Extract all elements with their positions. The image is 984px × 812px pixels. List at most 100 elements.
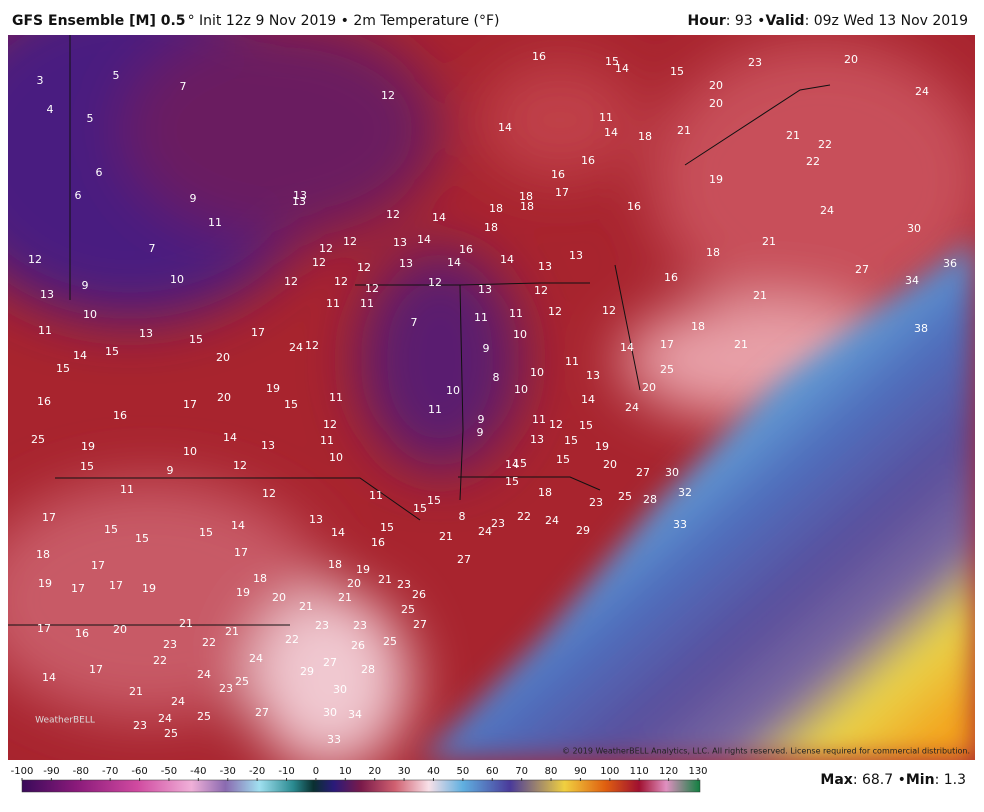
temperature-label: 24 (158, 712, 172, 725)
temperature-label: 14 (432, 211, 446, 224)
temperature-label: 15 (189, 333, 203, 346)
temperature-label: 18 (706, 246, 720, 259)
temperature-label: 25 (164, 727, 178, 740)
temperature-label: 9 (82, 279, 89, 292)
temperature-label: 24 (171, 695, 185, 708)
temperature-label: 12 (548, 305, 562, 318)
temperature-label: 11 (38, 324, 52, 337)
temperature-label: 24 (625, 401, 639, 414)
temperature-label: 17 (555, 186, 569, 199)
temperature-label: 5 (87, 112, 94, 125)
temperature-label: 26 (412, 588, 426, 601)
temperature-label: 12 (381, 89, 395, 102)
temperature-label: 12 (28, 253, 42, 266)
temperature-label: 7 (180, 80, 187, 93)
temperature-label: 8 (459, 510, 466, 523)
temperature-label: 24 (478, 525, 492, 538)
temperature-label: 12 (549, 418, 563, 431)
temperature-label: 38 (914, 322, 928, 335)
temperature-label: 17 (42, 511, 56, 524)
temperature-label: 23 (589, 496, 603, 509)
temperature-label: 12 (312, 256, 326, 269)
temperature-label: 19 (595, 440, 609, 453)
temperature-label: 10 (329, 451, 343, 464)
colorbar-tick-label: 20 (368, 766, 381, 777)
temperature-label: 12 (334, 275, 348, 288)
temperature-label: 15 (199, 526, 213, 539)
colorbar-tick-label: -90 (43, 766, 59, 777)
temperature-label: 14 (615, 62, 629, 75)
temperature-label: 27 (855, 263, 869, 276)
temperature-label: 18 (538, 486, 552, 499)
temperature-label: 11 (326, 297, 340, 310)
temperature-label: 15 (380, 521, 394, 534)
temperature-label: 12 (357, 261, 371, 274)
temperature-label: 17 (37, 622, 51, 635)
colorbar-ticks: -100 -90 -80 -70 -60 -50 -40 -30 -20 -10 0 10 20 30 40… (11, 766, 708, 781)
temperature-label: 11 (360, 297, 374, 310)
temperature-label: 13 (586, 369, 600, 382)
temperature-label: 13 (293, 189, 307, 202)
temperature-label: 14 (42, 671, 56, 684)
temperature-label: 13 (538, 260, 552, 273)
temperature-label: 15 (579, 419, 593, 432)
temperature-label: 15 (80, 460, 94, 473)
temperature-label: 24 (915, 85, 929, 98)
temperature-label: 17 (89, 663, 103, 676)
temperature-label: 19 (236, 586, 250, 599)
temperature-label: 10 (514, 383, 528, 396)
temperature-label: 21 (299, 600, 313, 613)
colorbar-tick-label: -10 (278, 766, 294, 777)
model-title: GFS Ensemble [M] 0.5 (12, 13, 186, 29)
temperature-label: 15 (605, 55, 619, 68)
colorbar-tick-label: -50 (161, 766, 177, 777)
logo: WeatherBELL (35, 716, 95, 726)
temperature-label: 32 (678, 486, 692, 499)
temperature-label: 16 (664, 271, 678, 284)
valid-label: Valid (765, 13, 804, 29)
temperature-label: 21 (753, 289, 767, 302)
temperature-label: 22 (517, 510, 531, 523)
temperature-label: 21 (179, 617, 193, 630)
temperature-label: 16 (627, 200, 641, 213)
temperature-label: 15 (670, 65, 684, 78)
temperature-label: 22 (153, 654, 167, 667)
temperature-label: 27 (636, 466, 650, 479)
temperature-label: 20 (709, 97, 723, 110)
temperature-label: 6 (96, 166, 103, 179)
temperature-label: 23 (353, 619, 367, 632)
temperature-label: 19 (356, 563, 370, 576)
temperature-label: 22 (285, 633, 299, 646)
temperature-label: 12 (428, 276, 442, 289)
max-value: : 68.7 • (853, 772, 906, 788)
temperature-label: 27 (457, 553, 471, 566)
temperature-label: 17 (109, 579, 123, 592)
temperature-label: 12 (386, 208, 400, 221)
temperature-label: 34 (905, 274, 919, 287)
temperature-label: 26 (351, 639, 365, 652)
temperature-label: 16 (551, 168, 565, 181)
temperature-label: 12 (602, 304, 616, 317)
temperature-label: 24 (197, 668, 211, 681)
map: WeatherBELL © 2019 WeatherBELL Analytics… (8, 35, 975, 760)
temperature-label: 16 (75, 627, 89, 640)
temperature-label: 23 (315, 619, 329, 632)
temperature-label: 25 (235, 675, 249, 688)
temperature-label: 15 (105, 345, 119, 358)
temperature-label: 14 (604, 126, 618, 139)
temperature-label: 21 (762, 235, 776, 248)
temperature-label: 12 (284, 275, 298, 288)
temperature-label: 5 (113, 69, 120, 82)
colorbar-tick-label: 70 (515, 766, 528, 777)
temperature-label: 19 (81, 440, 95, 453)
temperature-label: 21 (677, 124, 691, 137)
temperature-label: 27 (255, 706, 269, 719)
temperature-label: 12 (343, 235, 357, 248)
colorbar-tick-label: 100 (600, 766, 619, 777)
temperature-label: 29 (300, 665, 314, 678)
temperature-label: 27 (323, 656, 337, 669)
temperature-label: 9 (167, 464, 174, 477)
temperature-label: 20 (272, 591, 286, 604)
temperature-label: 16 (459, 243, 473, 256)
